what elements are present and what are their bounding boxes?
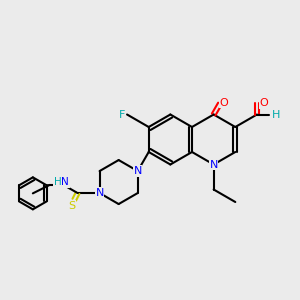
Text: N: N	[209, 160, 218, 170]
Text: H: H	[272, 110, 281, 119]
Text: S: S	[69, 201, 76, 211]
Text: O: O	[220, 98, 228, 108]
Text: O: O	[260, 98, 268, 108]
Text: N: N	[61, 177, 69, 188]
Text: N: N	[134, 166, 142, 176]
Text: F: F	[119, 110, 125, 119]
Text: N: N	[95, 188, 104, 198]
Text: H: H	[53, 177, 61, 188]
